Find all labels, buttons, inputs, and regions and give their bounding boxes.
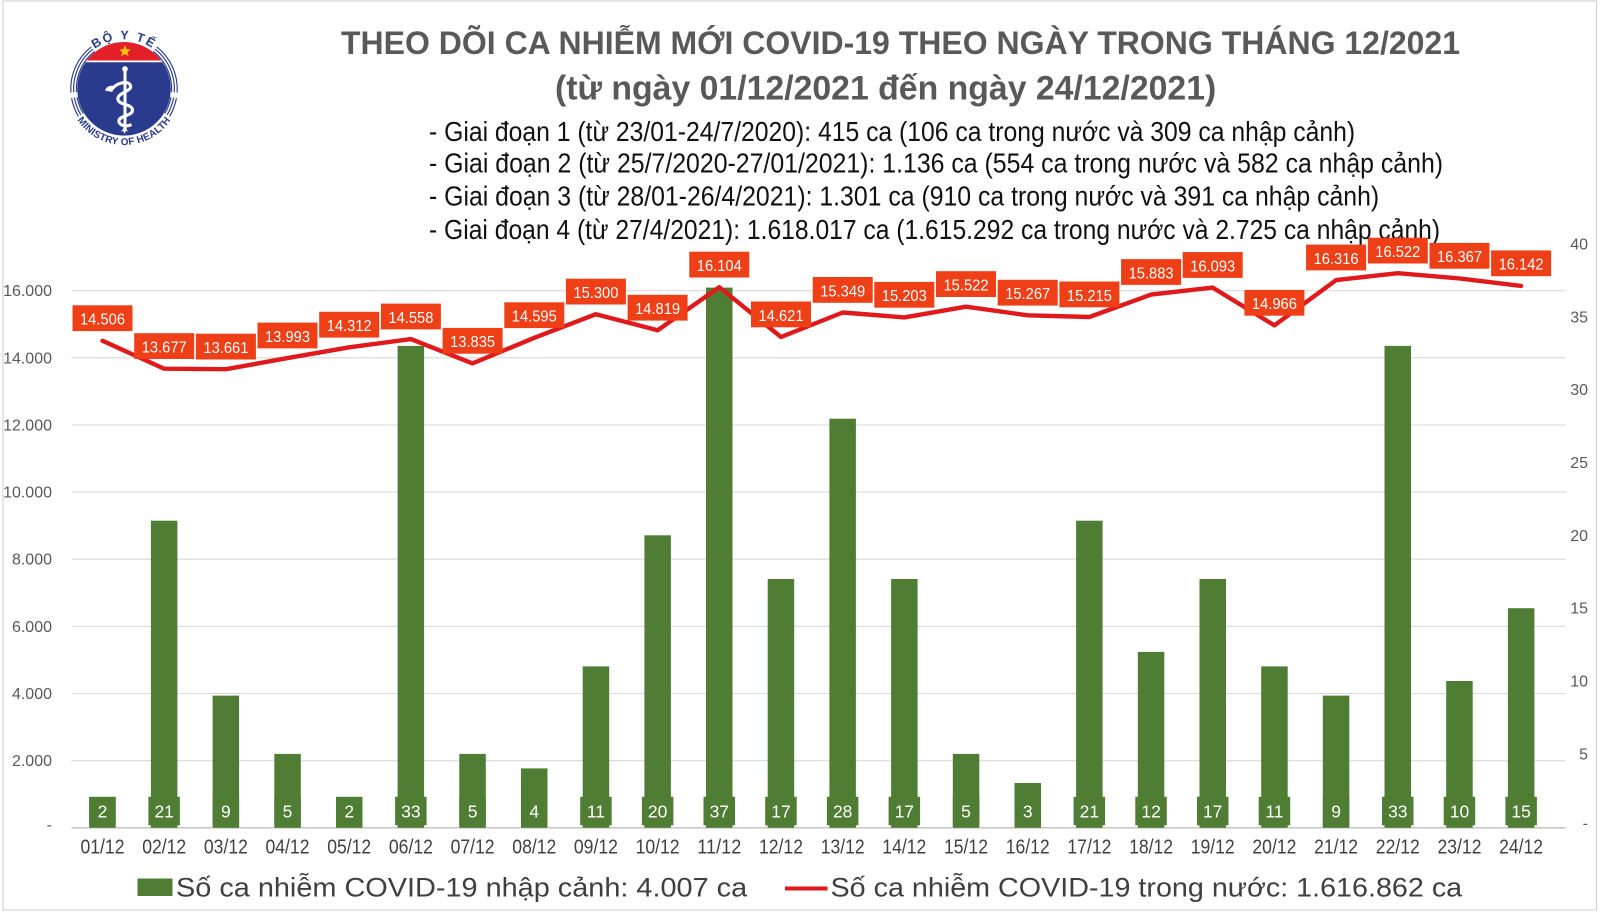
svg-text:25: 25 bbox=[1570, 455, 1588, 472]
svg-text:15.267: 15.267 bbox=[1005, 286, 1050, 303]
svg-text:04/12: 04/12 bbox=[266, 837, 310, 859]
svg-text:14.621: 14.621 bbox=[759, 308, 804, 325]
svg-text:14.595: 14.595 bbox=[512, 309, 557, 326]
svg-text:21: 21 bbox=[154, 802, 173, 822]
svg-text:02/12: 02/12 bbox=[142, 837, 186, 859]
svg-text:- Giai đoạn 4 (từ 27/4/2021):: - Giai đoạn 4 (từ 27/4/2021): 1.618.017 … bbox=[429, 214, 1440, 246]
svg-text:22/12: 22/12 bbox=[1376, 837, 1420, 859]
svg-text:2: 2 bbox=[98, 802, 108, 822]
svg-text:6.000: 6.000 bbox=[12, 619, 52, 636]
svg-text:12: 12 bbox=[1141, 802, 1160, 822]
svg-text:13.993: 13.993 bbox=[265, 329, 310, 346]
svg-text:20/12: 20/12 bbox=[1252, 837, 1296, 859]
svg-text:16.104: 16.104 bbox=[697, 258, 742, 275]
svg-text:14.819: 14.819 bbox=[635, 301, 680, 318]
svg-text:23/12: 23/12 bbox=[1438, 837, 1482, 859]
svg-text:13.677: 13.677 bbox=[142, 340, 187, 357]
svg-text:15.300: 15.300 bbox=[573, 285, 618, 302]
svg-text:11: 11 bbox=[1265, 802, 1283, 822]
svg-text:15: 15 bbox=[1511, 802, 1530, 822]
svg-text:9: 9 bbox=[1331, 802, 1341, 822]
svg-text:16.522: 16.522 bbox=[1375, 244, 1420, 261]
svg-text:4.000: 4.000 bbox=[12, 686, 52, 703]
svg-text:15: 15 bbox=[1570, 601, 1588, 618]
svg-text:21: 21 bbox=[1080, 802, 1099, 822]
svg-text:17: 17 bbox=[771, 802, 790, 822]
svg-text:20: 20 bbox=[1570, 528, 1588, 545]
svg-text:10: 10 bbox=[1570, 674, 1588, 691]
svg-text:13.835: 13.835 bbox=[450, 334, 495, 351]
svg-text:07/12: 07/12 bbox=[451, 837, 495, 859]
svg-text:10/12: 10/12 bbox=[636, 837, 680, 859]
svg-text:33: 33 bbox=[1388, 802, 1407, 822]
svg-text:18/12: 18/12 bbox=[1129, 837, 1173, 859]
svg-text:17/12: 17/12 bbox=[1067, 837, 1111, 859]
svg-text:16.142: 16.142 bbox=[1499, 257, 1544, 274]
svg-text:13.661: 13.661 bbox=[203, 340, 248, 357]
svg-text:21/12: 21/12 bbox=[1314, 837, 1358, 859]
svg-text:20: 20 bbox=[648, 802, 668, 822]
svg-text:8.000: 8.000 bbox=[12, 552, 52, 569]
svg-text:5: 5 bbox=[283, 802, 293, 822]
svg-text:05/12: 05/12 bbox=[327, 837, 371, 859]
svg-text:15.522: 15.522 bbox=[944, 278, 989, 295]
svg-text:THEO DÕI CA NHIỄM MỚI COVID-19: THEO DÕI CA NHIỄM MỚI COVID-19 THEO NGÀY… bbox=[341, 25, 1460, 61]
svg-text:(từ ngày 01/12/2021 đến ngày 2: (từ ngày 01/12/2021 đến ngày 24/12/2021) bbox=[555, 69, 1216, 107]
svg-text:2.000: 2.000 bbox=[12, 753, 52, 770]
svg-text:15.349: 15.349 bbox=[820, 283, 865, 300]
svg-text:-: - bbox=[47, 817, 52, 834]
svg-text:16.316: 16.316 bbox=[1314, 251, 1359, 268]
svg-text:14.506: 14.506 bbox=[80, 312, 125, 329]
svg-text:10.000: 10.000 bbox=[3, 485, 52, 502]
svg-text:15.883: 15.883 bbox=[1129, 265, 1174, 282]
svg-text:33: 33 bbox=[401, 802, 420, 822]
svg-text:01/12: 01/12 bbox=[81, 837, 125, 859]
svg-text:5: 5 bbox=[468, 802, 478, 822]
svg-text:19/12: 19/12 bbox=[1191, 837, 1235, 859]
svg-text:9: 9 bbox=[221, 802, 231, 822]
svg-text:5: 5 bbox=[1579, 746, 1588, 763]
svg-text:4: 4 bbox=[529, 802, 539, 822]
svg-text:- Giai đoạn 2 (từ 25/7/2020-27: - Giai đoạn 2 (từ 25/7/2020-27/01/2021):… bbox=[429, 148, 1443, 179]
svg-text:15.215: 15.215 bbox=[1067, 288, 1112, 305]
svg-text:12/12: 12/12 bbox=[759, 837, 803, 859]
svg-text:03/12: 03/12 bbox=[204, 837, 248, 859]
svg-text:14.000: 14.000 bbox=[3, 350, 52, 367]
svg-text:Số ca nhiễm COVID-19 nhập cảnh: Số ca nhiễm COVID-19 nhập cảnh: 4.007 ca bbox=[176, 872, 748, 902]
svg-text:16.367: 16.367 bbox=[1437, 249, 1482, 266]
svg-text:14/12: 14/12 bbox=[882, 837, 926, 859]
svg-text:14.312: 14.312 bbox=[327, 318, 372, 335]
svg-text:40: 40 bbox=[1570, 236, 1588, 253]
svg-text:2: 2 bbox=[344, 802, 354, 822]
svg-text:Số ca nhiễm COVID-19 trong nướ: Số ca nhiễm COVID-19 trong nước: 1.616.8… bbox=[831, 872, 1463, 902]
svg-text:14.966: 14.966 bbox=[1252, 296, 1297, 313]
svg-text:13/12: 13/12 bbox=[821, 837, 865, 859]
svg-text:11/12: 11/12 bbox=[697, 837, 741, 859]
svg-text:16/12: 16/12 bbox=[1006, 837, 1050, 859]
svg-text:37: 37 bbox=[710, 802, 729, 822]
svg-text:06/12: 06/12 bbox=[389, 837, 433, 859]
svg-text:17: 17 bbox=[1203, 802, 1222, 822]
svg-text:30: 30 bbox=[1570, 382, 1588, 399]
svg-text:09/12: 09/12 bbox=[574, 837, 618, 859]
svg-text:16.093: 16.093 bbox=[1190, 258, 1235, 275]
svg-text:15/12: 15/12 bbox=[944, 837, 988, 859]
svg-text:5: 5 bbox=[961, 802, 971, 822]
svg-text:-: - bbox=[1583, 816, 1588, 833]
svg-text:12.000: 12.000 bbox=[3, 418, 52, 435]
svg-text:28: 28 bbox=[833, 802, 852, 822]
svg-text:15.203: 15.203 bbox=[882, 288, 927, 305]
svg-text:35: 35 bbox=[1570, 309, 1588, 326]
svg-text:- Giai đoạn 1 (từ 23/01-24/7/2: - Giai đoạn 1 (từ 23/01-24/7/2020): 415 … bbox=[429, 116, 1355, 148]
svg-text:14.558: 14.558 bbox=[388, 310, 433, 327]
svg-text:- Giai đoạn 3 (từ 28/01-26/4/2: - Giai đoạn 3 (từ 28/01-26/4/2021): 1.30… bbox=[429, 181, 1379, 212]
svg-text:3: 3 bbox=[1023, 802, 1033, 822]
svg-text:24/12: 24/12 bbox=[1499, 837, 1543, 859]
svg-text:10: 10 bbox=[1450, 802, 1470, 822]
svg-text:08/12: 08/12 bbox=[512, 837, 556, 859]
svg-text:17: 17 bbox=[895, 802, 914, 822]
svg-text:11: 11 bbox=[587, 802, 605, 822]
svg-text:16.000: 16.000 bbox=[3, 283, 52, 300]
